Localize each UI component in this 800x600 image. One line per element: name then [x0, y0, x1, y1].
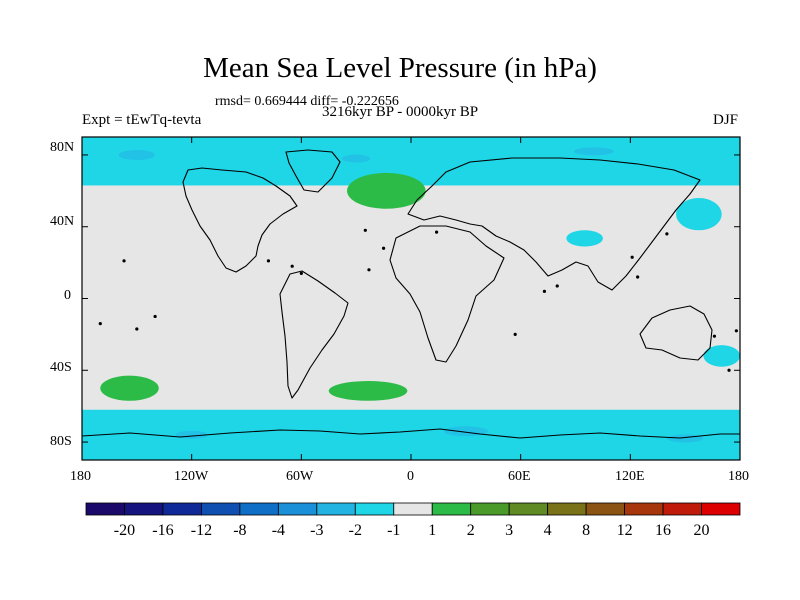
anomaly-patch — [342, 154, 371, 163]
colorbar-label: 8 — [582, 522, 590, 539]
island-dot — [734, 329, 738, 333]
stats-subtitle: rmsd= 0.669444 diff= -0.222656 — [215, 94, 399, 109]
colorbar-swatch — [316, 502, 356, 516]
lon-label-60e: 60E — [508, 469, 531, 484]
anomaly-patch — [443, 426, 488, 437]
colorbar-label: -4 — [272, 522, 285, 539]
anomaly-patch — [573, 147, 614, 156]
colorbar-label: 3 — [505, 522, 513, 539]
island-dot — [153, 314, 157, 319]
colorbar-swatch — [624, 502, 664, 516]
colorbar-swatch — [393, 502, 433, 516]
colorbar-label: 12 — [617, 522, 633, 539]
island-dot — [727, 368, 731, 372]
lat-label-80n: 80N — [50, 140, 75, 155]
colorbar-swatch — [585, 502, 625, 516]
colorbar-swatch — [547, 502, 587, 516]
colorbar: -20 -16 -12 -8 -4 -3 -2 -1 1 2 3 4 8 12 16 20 — [85, 502, 741, 539]
island-dot — [135, 327, 139, 331]
island-dot — [513, 332, 517, 336]
island-dot — [290, 264, 294, 268]
colorbar-label: -2 — [349, 522, 362, 539]
lat-label-0: 0 — [64, 288, 71, 303]
anomaly-south-pacific — [100, 375, 159, 401]
colorbar-swatch — [662, 502, 702, 516]
colorbar-label: -12 — [191, 522, 212, 539]
island-dot — [542, 289, 547, 293]
coastlines — [82, 149, 740, 439]
colorbar-swatch — [239, 502, 279, 516]
islands — [98, 228, 738, 372]
anomaly-nw-pacific — [676, 198, 722, 231]
island-dot — [712, 334, 717, 338]
lon-label-60w: 60W — [286, 469, 314, 484]
island-dot — [636, 275, 640, 279]
island-dot — [381, 246, 386, 250]
island-dot — [266, 259, 271, 263]
island-dot — [367, 268, 371, 272]
lat-label-40s: 40S — [50, 360, 72, 375]
island-dot — [630, 255, 634, 259]
colorbar-swatch — [508, 502, 549, 516]
lon-label-180e: 180 — [728, 469, 749, 484]
colorbar-swatch — [162, 502, 202, 516]
colorbar-swatch — [85, 502, 125, 516]
lon-label-120e: 120E — [615, 469, 645, 484]
colorbar-label: 1 — [428, 522, 436, 539]
island-dot — [299, 271, 303, 275]
anomaly-sw-pacific — [703, 345, 740, 367]
colorbar-swatch — [124, 502, 164, 516]
colorbar-label: -8 — [233, 522, 246, 539]
anomaly-patch — [667, 434, 704, 443]
anomaly-south-atlantic — [328, 381, 408, 401]
colorbar-label: -16 — [152, 522, 173, 539]
island-dot — [98, 322, 102, 326]
colorbar-label: -1 — [387, 522, 400, 539]
colorbar-label: 2 — [467, 522, 475, 539]
lon-label-180w: 180 — [70, 469, 91, 484]
colorbar-label: 16 — [655, 522, 671, 539]
island-dot — [434, 230, 439, 234]
colorbar-label: 4 — [544, 522, 552, 539]
colorbar-label: 20 — [694, 522, 710, 539]
colorbar-label: -3 — [310, 522, 323, 539]
anomaly-tibet — [566, 230, 603, 247]
lon-label-0: 0 — [407, 469, 414, 484]
chart-title: Mean Sea Level Pressure (in hPa) — [203, 52, 597, 84]
colorbar-swatch — [470, 502, 510, 516]
lat-label-80s: 80S — [50, 434, 72, 449]
lon-label-120w: 120W — [174, 469, 209, 484]
colorbar-swatch — [277, 502, 318, 516]
island-dot — [363, 228, 367, 232]
anomaly-north-atlantic — [347, 172, 426, 209]
lat-label-40n: 40N — [50, 214, 75, 229]
axis-ticks — [81, 137, 741, 460]
period-label: 3216kyr BP - 0000kyr BP — [322, 104, 479, 120]
plot-field — [82, 137, 740, 460]
colorbar-label: -20 — [114, 522, 135, 539]
island-dot — [122, 259, 126, 263]
island-dot — [555, 284, 559, 288]
season-label: DJF — [712, 112, 738, 128]
colorbar-swatch — [354, 502, 395, 516]
experiment-label: Expt = tEwTq-tevta — [82, 112, 202, 128]
anomaly-patch — [118, 149, 155, 160]
colorbar-swatch — [431, 502, 472, 516]
island-dot — [665, 232, 669, 236]
colorbar-swatch — [201, 502, 241, 516]
colorbar-swatch — [701, 502, 741, 516]
